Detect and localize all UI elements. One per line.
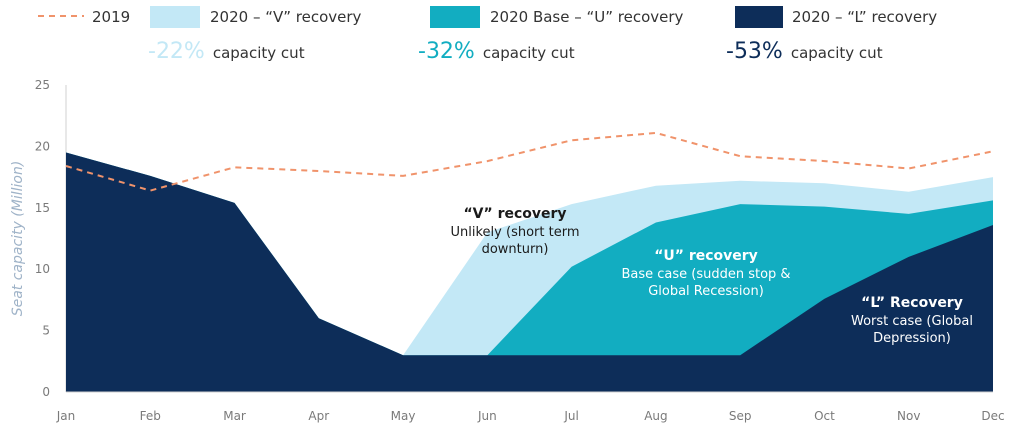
annotation-line: downturn) [482, 242, 549, 257]
capacity-cut-label: capacity cut [213, 44, 305, 62]
y-tick-label: 20 [35, 139, 50, 153]
plot-lines [65, 131, 994, 192]
legend-label: 2020 – “V” recovery [210, 8, 362, 26]
x-tick-label: Sep [729, 409, 752, 423]
legend-label: 2019 [92, 8, 130, 26]
annotation-title: “U” recovery [654, 248, 758, 264]
capacity-cut-value: -53% [726, 39, 783, 64]
capacity-cut-3: -53% capacity cut [726, 39, 883, 64]
x-tick-label: Nov [897, 409, 920, 423]
y-tick-label: 10 [35, 262, 50, 276]
y-tick-label: 5 [42, 324, 50, 338]
annotation-2: “U” recovery Base case (sudden stop & Glob… [621, 248, 790, 299]
x-tick-label: Oct [814, 409, 835, 423]
plot-areas [66, 152, 993, 392]
x-tick-label: Feb [140, 409, 161, 423]
annotation-line: Global Recession) [648, 284, 764, 299]
y-tick-label: 25 [35, 78, 50, 92]
legend-label: 2020 Base – “U” recovery [490, 8, 684, 26]
y-tick-label: 15 [35, 201, 50, 215]
area-l-recovery [66, 152, 993, 392]
legend-swatch [735, 6, 783, 28]
y-axis: 0 5 10 15 20 25 Seat capacity (Million) [10, 78, 67, 399]
annotation-title: “V” recovery [463, 206, 566, 222]
annotation-line: Worst case (Global [851, 314, 973, 329]
annotation-1: “V” recovery Unlikely (short term downturn… [451, 206, 580, 257]
capacity-cut-label: capacity cut [483, 44, 575, 62]
x-tick-label: Mar [223, 409, 246, 423]
x-tick-label: Jan [56, 409, 76, 423]
x-tick-label: Jun [477, 409, 497, 423]
y-tick-label: 0 [42, 385, 50, 399]
x-tick-label: Jul [563, 409, 578, 423]
legend-swatch [430, 6, 480, 28]
y-axis-label: Seat capacity (Million) [10, 161, 26, 317]
capacity-cut-value: -22% [148, 39, 205, 64]
annotation-line: Depression) [873, 331, 951, 346]
x-tick-label: Dec [981, 409, 1004, 423]
annotation-title: “L” Recovery [861, 295, 963, 311]
x-axis: Jan Feb Mar Apr May Jun Jul Aug Sep Oct Nov Dec [56, 391, 1005, 423]
legend-swatch [150, 6, 200, 28]
capacity-cut-label: capacity cut [791, 44, 883, 62]
capacity-cut-2: -32% capacity cut [418, 39, 575, 64]
annotation-line: Unlikely (short term [451, 225, 580, 240]
capacity-cut-value: -32% [418, 39, 475, 64]
annotation-3: “L” Recovery Worst case (Global Depression… [851, 295, 973, 346]
capacity-cuts: -22% capacity cut -32% capacity cut -53% capa… [148, 39, 883, 64]
line-2019 [65, 131, 994, 192]
x-tick-label: Aug [644, 409, 667, 423]
capacity-cut-1: -22% capacity cut [148, 39, 305, 64]
annotation-line: Base case (sudden stop & [621, 267, 790, 282]
legend-item-u: 2020 Base – “U” recovery [430, 6, 684, 28]
x-tick-label: May [391, 409, 416, 423]
legend-item-y2019: 2019 [38, 8, 130, 26]
x-tick-label: Apr [308, 409, 329, 423]
annotations: “V” recovery Unlikely (short term downturn… [451, 206, 973, 346]
legend-item-l: 2020 – “L” recovery [735, 6, 937, 28]
legend-label: 2020 – “L” recovery [792, 8, 937, 26]
legend: 2019 2020 – “V” recovery 2020 Base – “U” r… [38, 6, 937, 28]
legend-item-v: 2020 – “V” recovery [150, 6, 362, 28]
